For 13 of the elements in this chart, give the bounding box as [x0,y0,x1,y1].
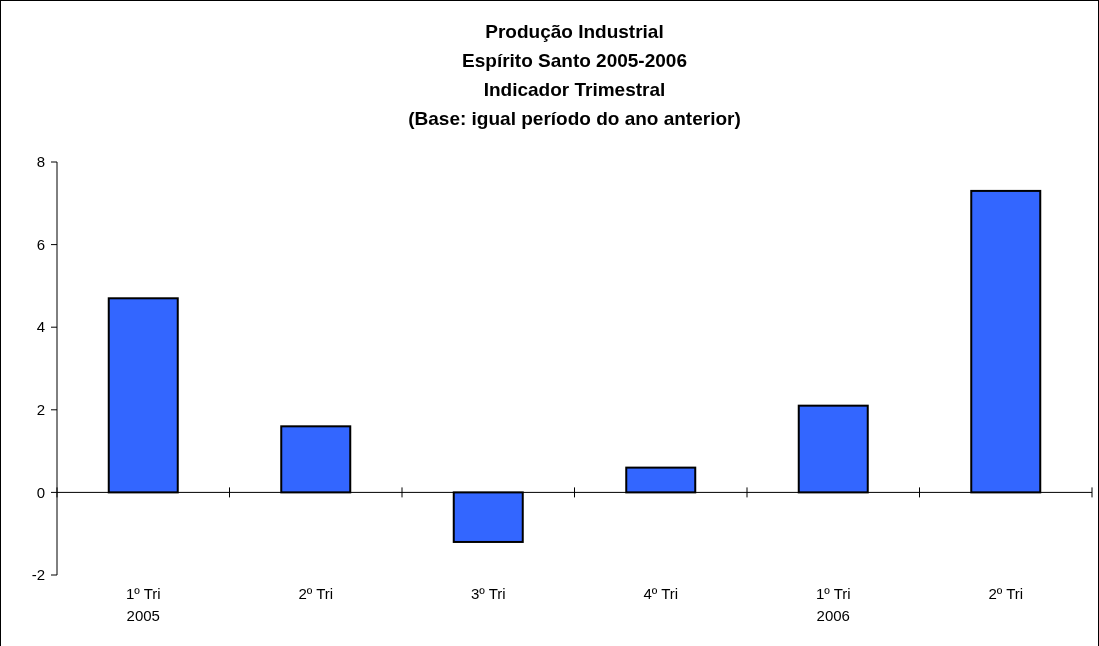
y-tick-label: 6 [36,235,45,253]
y-tick-label: 4 [36,318,45,336]
x-tick-label: 2º Tri [988,585,1024,602]
x-tick-label: 4º Tri [643,585,679,602]
chart-title: Produção Industrial Espírito Santo 2005-2006 Indicador Trimestral (Base: igual período do ano anterior) [408,21,741,129]
x-tick-label: 1º Tri 2006 [815,585,851,624]
x-tick-label: 2º Tri [298,585,334,602]
x-tick-label: 1º Tri 2005 [125,585,161,624]
x-tick-label: 3º Tri [470,585,506,602]
y-tick-label: 0 [36,483,45,501]
y-tick-label: 8 [36,153,45,171]
y-tick-label: 2 [36,401,45,419]
y-tick-label: -2 [31,566,45,584]
